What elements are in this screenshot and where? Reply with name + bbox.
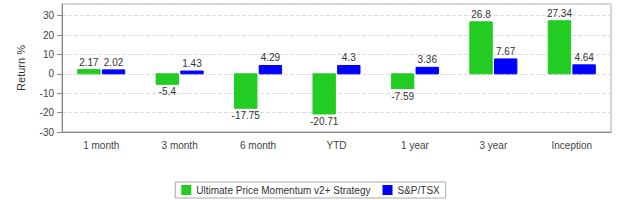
svg-text:30: 30	[43, 10, 55, 21]
svg-text:-10: -10	[40, 88, 55, 99]
svg-text:27.34: 27.34	[547, 8, 572, 19]
svg-text:-20: -20	[40, 107, 55, 118]
svg-text:Ultimate Price Momentum v2+ St: Ultimate Price Momentum v2+ Strategy	[196, 185, 370, 196]
svg-text:3 month: 3 month	[162, 140, 198, 151]
svg-text:Inception: Inception	[551, 140, 592, 151]
svg-text:6 month: 6 month	[240, 140, 276, 151]
svg-text:3 year: 3 year	[479, 140, 507, 151]
svg-text:YTD: YTD	[327, 140, 347, 151]
svg-text:-30: -30	[40, 127, 55, 138]
svg-text:1 month: 1 month	[83, 140, 119, 151]
svg-text:1.43: 1.43	[182, 58, 202, 69]
svg-text:Return %: Return %	[15, 45, 27, 91]
svg-text:-17.75: -17.75	[232, 110, 261, 121]
svg-text:3.36: 3.36	[418, 54, 438, 65]
svg-text:4.3: 4.3	[342, 52, 356, 63]
svg-text:-7.59: -7.59	[391, 91, 414, 102]
svg-text:7.67: 7.67	[496, 46, 516, 57]
svg-text:4.64: 4.64	[574, 52, 594, 63]
svg-text:4.29: 4.29	[261, 52, 281, 63]
svg-text:0: 0	[48, 68, 54, 79]
svg-text:S&P/TSX: S&P/TSX	[397, 185, 440, 196]
svg-text:26.8: 26.8	[471, 9, 491, 20]
svg-text:2.02: 2.02	[104, 57, 124, 68]
svg-text:10: 10	[43, 49, 55, 60]
svg-text:2.17: 2.17	[79, 57, 99, 68]
svg-text:-20.71: -20.71	[310, 116, 339, 127]
svg-text:20: 20	[43, 30, 55, 41]
svg-text:1 year: 1 year	[401, 140, 429, 151]
svg-text:-5.4: -5.4	[159, 86, 177, 97]
